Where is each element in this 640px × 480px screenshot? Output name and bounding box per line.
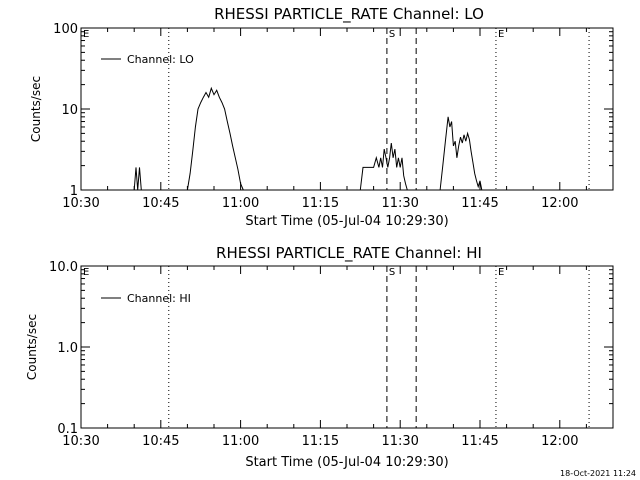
axis-ticks: 10:30 10:45 11:00 11:15 11:30 11:45 12:00 1 10 10… — [53, 22, 614, 211]
y-tick-label: 10.0 — [49, 260, 78, 275]
legend: Channel: LO — [101, 53, 194, 66]
y-axis-label: Counts/sec — [29, 76, 43, 142]
y-tick-label: 100 — [53, 22, 78, 37]
x-tick-label: 11:00 — [222, 434, 259, 449]
y-axis-label: Counts/sec — [25, 314, 39, 380]
y-tick-label: 1.0 — [57, 341, 78, 356]
x-tick-label: 12:00 — [541, 196, 578, 211]
x-tick-label: 11:45 — [461, 196, 498, 211]
x-tick-label: 10:30 — [62, 434, 99, 449]
x-axis-label: Start Time (05-Jul-04 10:29:30) — [245, 214, 448, 229]
legend-label: Channel: HI — [127, 292, 191, 305]
footer-timestamp: 18-Oct-2021 11:24 — [560, 469, 636, 478]
panel-title: RHESSI PARTICLE_RATE Channel: LO — [214, 5, 484, 24]
series-line — [359, 142, 408, 191]
x-tick-label: 10:30 — [62, 196, 99, 211]
x-tick-label: 11:30 — [381, 196, 418, 211]
panel-title: RHESSI PARTICLE_RATE Channel: HI — [216, 244, 482, 263]
marker-label: E — [498, 267, 504, 278]
marker-label: S — [389, 29, 395, 40]
y-tick-label: 10 — [61, 103, 78, 118]
axis-ticks: 10:30 10:45 11:00 11:15 11:30 11:45 12:00 0.1 1.… — [49, 260, 614, 449]
data-series — [133, 86, 483, 191]
x-tick-label: 10:45 — [142, 434, 179, 449]
x-axis-label: Start Time (05-Jul-04 10:29:30) — [245, 455, 448, 470]
y-tick-label: 1 — [70, 184, 78, 199]
panel-hi-channel: RHESSI PARTICLE_RATE Channel: HI Counts/… — [25, 244, 614, 470]
x-tick-label: 11:15 — [302, 196, 339, 211]
marker-label: E — [83, 29, 89, 40]
y-tick-label: 0.1 — [57, 422, 78, 437]
x-tick-label: 11:30 — [381, 434, 418, 449]
series-line — [439, 116, 483, 191]
x-tick-label: 11:45 — [461, 434, 498, 449]
x-tick-label: 11:15 — [302, 434, 339, 449]
legend: Channel: HI — [101, 292, 191, 305]
marker-label: E — [498, 29, 504, 40]
series-line — [133, 167, 144, 191]
marker-label: E — [83, 267, 89, 278]
x-tick-label: 10:45 — [142, 196, 179, 211]
legend-label: Channel: LO — [127, 53, 194, 66]
x-tick-label: 12:00 — [541, 434, 578, 449]
series-line — [186, 86, 244, 191]
marker-label: S — [389, 267, 395, 278]
x-tick-label: 11:00 — [222, 196, 259, 211]
panel-lo-channel: RHESSI PARTICLE_RATE Channel: LO Counts/… — [29, 5, 614, 229]
